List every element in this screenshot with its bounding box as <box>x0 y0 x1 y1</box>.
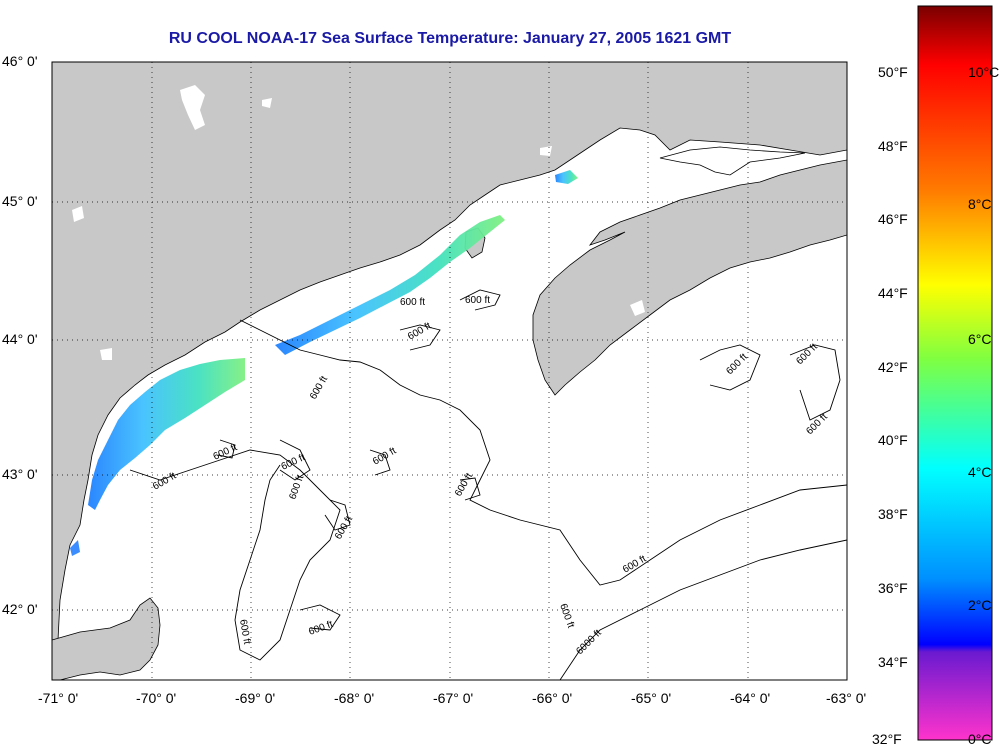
colorbar-label-f: 46°F <box>878 211 908 227</box>
colorbar-label-c: 2°C <box>968 597 992 613</box>
lat-label: 45° 0' <box>2 193 38 209</box>
lake <box>540 146 552 156</box>
contour-label: 600 ft <box>465 295 490 306</box>
lake <box>72 206 84 222</box>
land-pei <box>659 146 806 176</box>
colorbar-label-f: 42°F <box>878 359 908 375</box>
lon-label: -69° 0' <box>235 690 276 706</box>
sst-data-coastal <box>275 215 505 355</box>
land-cape-cod <box>52 597 161 680</box>
colorbar-label-f: 40°F <box>878 432 908 448</box>
land-maine-newbrunswick <box>52 62 847 680</box>
colorbar <box>917 5 993 741</box>
sst-data-coastal <box>70 540 80 556</box>
colorbar-label-f: 38°F <box>878 506 908 522</box>
lake <box>180 85 205 130</box>
colorbar-label-f: 32°F <box>872 731 902 747</box>
colorbar-label-f: 34°F <box>878 654 908 670</box>
lon-label: -71° 0' <box>38 690 79 706</box>
sst-data-coastal <box>555 170 578 184</box>
colorbar-label-f: 44°F <box>878 285 908 301</box>
land-nova-scotia <box>532 159 847 396</box>
lon-label: -66° 0' <box>532 690 573 706</box>
lon-label: -68° 0' <box>334 690 375 706</box>
bathymetry-contours <box>129 289 847 680</box>
colorbar-label-c: 8°C <box>968 196 992 212</box>
colorbar-label-c: 6°C <box>968 331 992 347</box>
lon-label: -65° 0' <box>631 690 672 706</box>
lake <box>100 348 112 360</box>
colorbar-label-c: 4°C <box>968 464 992 480</box>
lat-label: 46° 0' <box>2 53 38 69</box>
colorbar-label-c: 0°C <box>968 731 992 747</box>
lon-label: -70° 0' <box>136 690 177 706</box>
lat-label: 43° 0' <box>2 466 38 482</box>
lon-label: -67° 0' <box>433 690 474 706</box>
colorbar-label-f: 36°F <box>878 580 908 596</box>
map-title: RU COOL NOAA-17 Sea Surface Temperature:… <box>168 30 732 47</box>
colorbar-label-f: 50°F <box>878 64 908 80</box>
lake <box>630 300 645 316</box>
colorbar-label-f: 48°F <box>878 138 908 154</box>
lake <box>262 98 272 108</box>
colorbar-label-c: 10°C <box>968 64 1000 80</box>
graticule <box>52 62 847 680</box>
contour-label: 600 ft <box>400 297 425 308</box>
lat-label: 42° 0' <box>2 601 38 617</box>
contour-label: 600 ft <box>237 619 252 646</box>
map-frame <box>51 61 848 681</box>
lon-label: -64° 0' <box>730 690 771 706</box>
sst-data-coastal <box>88 358 245 510</box>
lat-label: 44° 0' <box>2 331 38 347</box>
lon-label: -63° 0' <box>826 690 867 706</box>
